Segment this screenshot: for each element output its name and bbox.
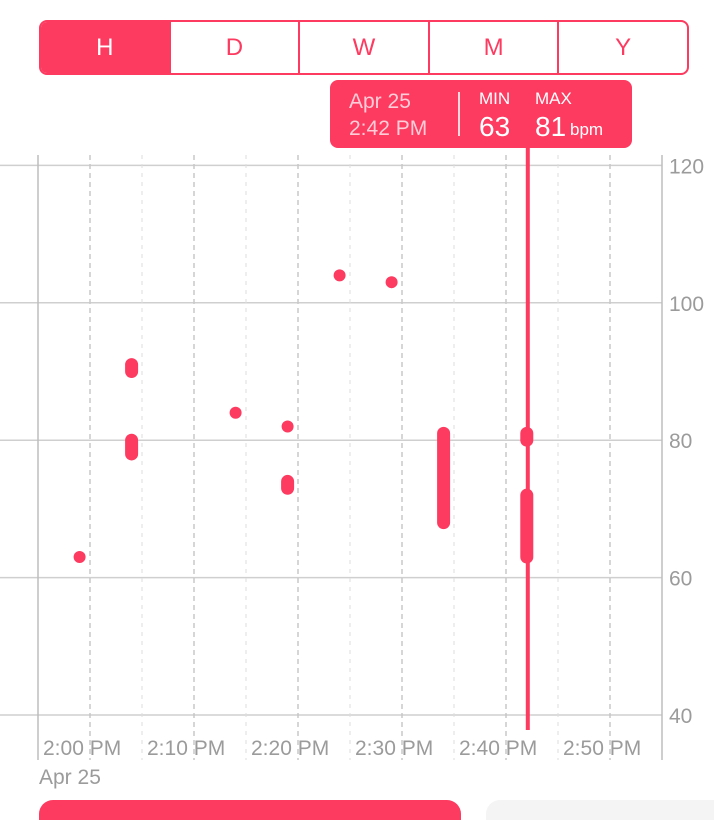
callout-date: Apr 25 — [349, 90, 411, 113]
x-tick-label: 2:50 PM — [563, 737, 641, 760]
x-tick-label: 2:30 PM — [355, 737, 433, 760]
heart-rate-point — [333, 269, 346, 282]
x-tick-label: 2:40 PM — [459, 737, 537, 760]
callout-max-value: 81 — [535, 111, 567, 142]
callout-min-value: 63 — [479, 111, 511, 142]
callout-unit: bpm — [570, 120, 604, 139]
selection-callout: Apr 25 2:42 PM MIN MAX 63 81 bpm — [330, 80, 632, 148]
x-tick-label: 2:20 PM — [251, 737, 329, 760]
x-tick-label: 2:00 PM — [43, 737, 121, 760]
y-tick-label: 80 — [669, 430, 692, 453]
callout-time: 2:42 PM — [349, 117, 428, 140]
bottom-action-button[interactable] — [39, 800, 461, 820]
heart-rate-point — [281, 420, 294, 433]
y-tick-label: 40 — [669, 705, 692, 728]
bottom-secondary-button[interactable] — [486, 800, 714, 820]
segment-hour[interactable]: H — [41, 22, 171, 73]
segment-week[interactable]: W — [300, 22, 430, 73]
time-range-segmented-control: H D W M Y — [39, 20, 689, 75]
segment-day[interactable]: D — [171, 22, 301, 73]
callout-divider — [458, 92, 460, 136]
heart-rate-point — [229, 406, 242, 419]
y-tick-label: 100 — [669, 293, 704, 316]
x-tick-label: 2:10 PM — [147, 737, 225, 760]
y-tick-label: 120 — [669, 155, 704, 178]
callout-min-label: MIN — [479, 89, 511, 108]
heart-rate-point — [73, 550, 86, 563]
segment-month[interactable]: M — [430, 22, 560, 73]
x-axis-date-label: Apr 25 — [39, 766, 101, 789]
callout-max-label: MAX — [535, 89, 572, 108]
y-tick-label: 60 — [669, 568, 692, 591]
segment-year[interactable]: Y — [615, 33, 632, 61]
heart-rate-point — [385, 276, 398, 289]
